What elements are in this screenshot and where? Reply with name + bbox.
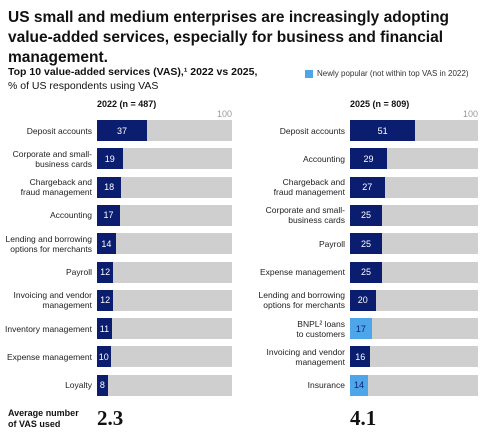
- value-label: 25: [360, 238, 371, 249]
- bar-background: [350, 261, 478, 283]
- bar: [97, 233, 116, 255]
- value-label: 27: [362, 182, 373, 193]
- subtitle: Top 10 value-added services (VAS),¹ 2022…: [8, 66, 258, 78]
- value-label: 16: [355, 351, 366, 362]
- bar-background: [350, 374, 478, 396]
- title: US small and medium enterprises are incr…: [8, 9, 450, 66]
- category-label: Payroll: [319, 238, 345, 249]
- bar-background: [97, 204, 232, 226]
- bar-background: [97, 148, 232, 170]
- bar-background: [97, 318, 232, 340]
- value-label: 29: [363, 153, 374, 164]
- category-label: Accounting: [49, 210, 92, 221]
- value-label: 19: [104, 153, 115, 164]
- bar-background: [97, 176, 232, 198]
- bar-background: [350, 204, 478, 226]
- bar: [97, 289, 114, 311]
- footer-value: 4.1: [350, 406, 377, 430]
- category-label: Corporate and small- business cards: [265, 205, 345, 226]
- bar: [350, 176, 385, 198]
- bar: [97, 148, 123, 170]
- bar: [97, 176, 122, 198]
- bar-background: [97, 374, 232, 396]
- category-label: Deposit accounts: [26, 125, 92, 136]
- bar-background: [97, 289, 232, 311]
- category-label: Corporate and small- business cards: [12, 148, 92, 169]
- value-label: 25: [360, 267, 371, 277]
- category-label: Expense management: [259, 267, 345, 277]
- bar-background: [350, 318, 478, 340]
- value-label: 17: [103, 210, 114, 221]
- category-label: Chargeback and fraud management: [273, 177, 345, 198]
- bar: [350, 318, 372, 340]
- subtitle: % of US respondents using VAS: [8, 80, 159, 92]
- category-label: Inventory management: [5, 323, 92, 334]
- bar: [97, 120, 147, 141]
- category-label: Deposit accounts: [279, 125, 345, 136]
- category-label: Chargeback and fraud management: [20, 177, 92, 198]
- legend-label: Newly popular (not within top VAS in 202…: [317, 69, 469, 78]
- category-label: Insurance: [307, 380, 345, 391]
- bar: [97, 261, 114, 283]
- footer-value: 2.3: [97, 406, 124, 430]
- x-tick-label: 100: [216, 109, 232, 119]
- value-label: 37: [116, 125, 127, 136]
- category-label: Lending and borrowing options for mercha…: [258, 290, 345, 311]
- bar: [350, 148, 388, 170]
- bar-background: [350, 346, 478, 368]
- value-label: 10: [98, 351, 109, 362]
- bar-background: [97, 261, 232, 283]
- bar: [97, 346, 111, 368]
- category-label: Invoicing and vendor management: [266, 346, 345, 367]
- footer-label: Average number of VAS used: [8, 408, 79, 429]
- bar: [350, 346, 371, 368]
- bar: [350, 120, 416, 141]
- category-label: BNPL² loans to customers: [296, 318, 345, 339]
- bar: [97, 374, 108, 396]
- value-label: 17: [355, 323, 366, 334]
- bar: [350, 289, 376, 311]
- bar-background: [350, 233, 478, 255]
- category-label: Expense management: [6, 351, 92, 362]
- bar: [350, 233, 382, 255]
- category-label: Invoicing and vendor management: [13, 290, 92, 311]
- value-label: 12: [100, 267, 111, 277]
- value-label: 12: [100, 295, 111, 306]
- bar-background: [97, 346, 232, 368]
- value-label: 25: [360, 210, 371, 221]
- value-label: 14: [353, 380, 364, 391]
- value-label: 18: [104, 182, 115, 193]
- value-label: 14: [101, 238, 112, 249]
- bar: [97, 204, 120, 226]
- panel-title: 2025 (n = 809): [350, 99, 410, 109]
- bar: [350, 261, 382, 283]
- category-label: Payroll: [66, 267, 92, 277]
- category-label: Accounting: [302, 153, 345, 164]
- bar: [350, 374, 368, 396]
- panel-title: 2022 (n = 487): [97, 99, 157, 109]
- bar-background: [350, 289, 478, 311]
- value-label: 8: [99, 380, 105, 391]
- bar: [97, 318, 112, 340]
- x-tick-label: 100: [462, 109, 478, 119]
- value-label: 11: [99, 323, 110, 334]
- category-label: Loyalty: [65, 380, 92, 391]
- legend-swatch: [305, 70, 313, 78]
- bar: [350, 204, 382, 226]
- bar-background: [97, 233, 232, 255]
- value-label: 51: [377, 125, 388, 136]
- value-label: 20: [357, 295, 368, 306]
- category-label: Lending and borrowing options for mercha…: [5, 233, 92, 254]
